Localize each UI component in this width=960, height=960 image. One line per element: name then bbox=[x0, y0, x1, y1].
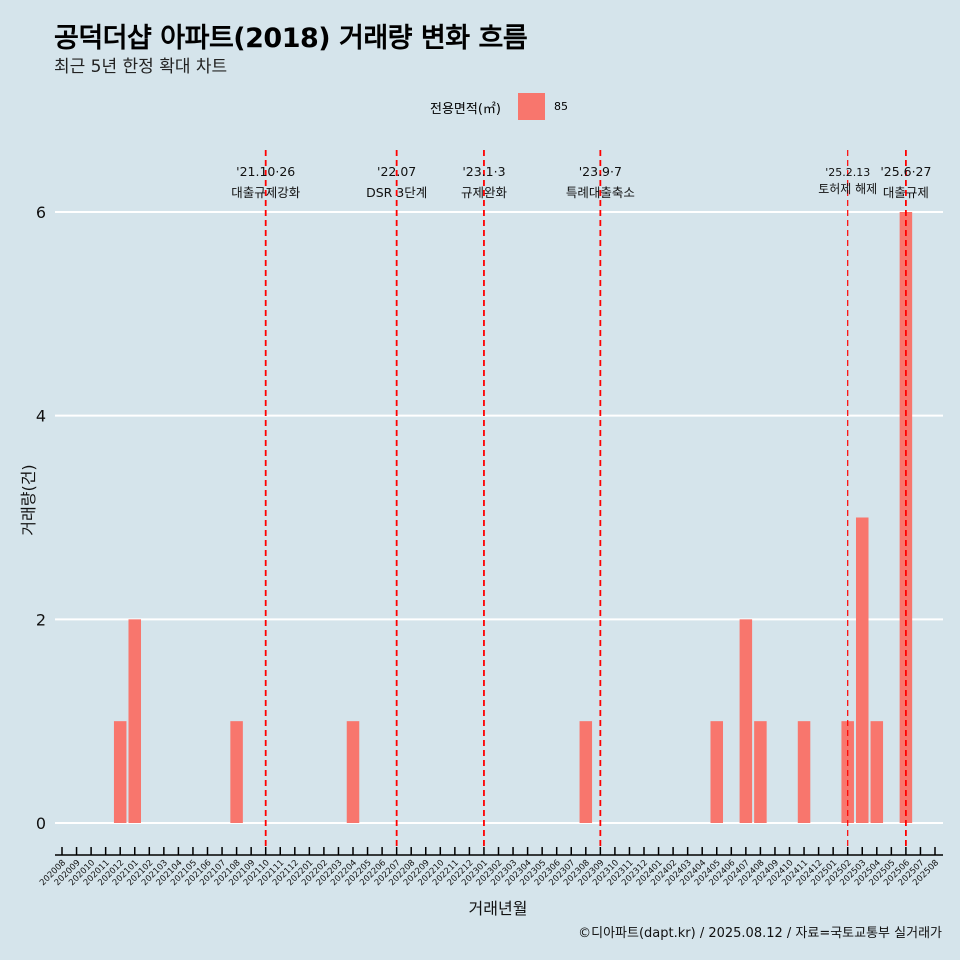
bar bbox=[797, 721, 811, 823]
y-axis-title: 거래량(건) bbox=[19, 464, 38, 535]
bar bbox=[113, 721, 127, 823]
bar bbox=[128, 619, 142, 823]
bar bbox=[710, 721, 724, 823]
event-label: 토허제 해제 bbox=[818, 182, 877, 196]
legend-swatch bbox=[518, 93, 545, 120]
event-label: 대출규제강화 bbox=[231, 185, 301, 200]
event-label: 특례대출축소 bbox=[566, 185, 635, 200]
bar bbox=[870, 721, 884, 823]
x-axis-title: 거래년월 bbox=[469, 899, 528, 918]
event-date-label: '25.2.13 bbox=[825, 166, 870, 179]
bar bbox=[579, 721, 593, 823]
bar bbox=[739, 619, 753, 823]
event-label: DSR 3단계 bbox=[366, 185, 427, 200]
y-tick-label: 4 bbox=[36, 407, 46, 426]
bar bbox=[899, 212, 913, 823]
legend-title: 전용면적(㎡) bbox=[430, 102, 501, 117]
legend-label: 85 bbox=[554, 100, 568, 113]
chart-title: 공덕더샵 아파트(2018) 거래량 변화 흐름 bbox=[54, 23, 528, 54]
bar bbox=[230, 721, 243, 823]
bar bbox=[855, 517, 869, 823]
event-date-label: '25.6·27 bbox=[880, 164, 931, 179]
bar bbox=[346, 721, 360, 823]
legend: 전용면적(㎡) 85 bbox=[0, 92, 960, 122]
event-label: 대출규제 bbox=[883, 185, 929, 200]
y-tick-label: 6 bbox=[36, 203, 46, 222]
event-date-label: '23.9·7 bbox=[579, 164, 622, 179]
y-tick-label: 2 bbox=[36, 610, 46, 629]
event-date-label: '23.1·3 bbox=[462, 164, 505, 179]
event-date-label: '22.07 bbox=[377, 164, 416, 179]
y-tick-label: 0 bbox=[36, 814, 46, 833]
event-label: 규제완화 bbox=[461, 185, 508, 200]
event-date-label: '21.10·26 bbox=[236, 164, 295, 179]
source-caption: ©디아파트(dapt.kr) / 2025.08.12 / 자료=국토교통부 실… bbox=[578, 926, 942, 941]
bar bbox=[754, 721, 767, 823]
chart-subtitle: 최근 5년 한정 확대 차트 bbox=[54, 57, 228, 77]
